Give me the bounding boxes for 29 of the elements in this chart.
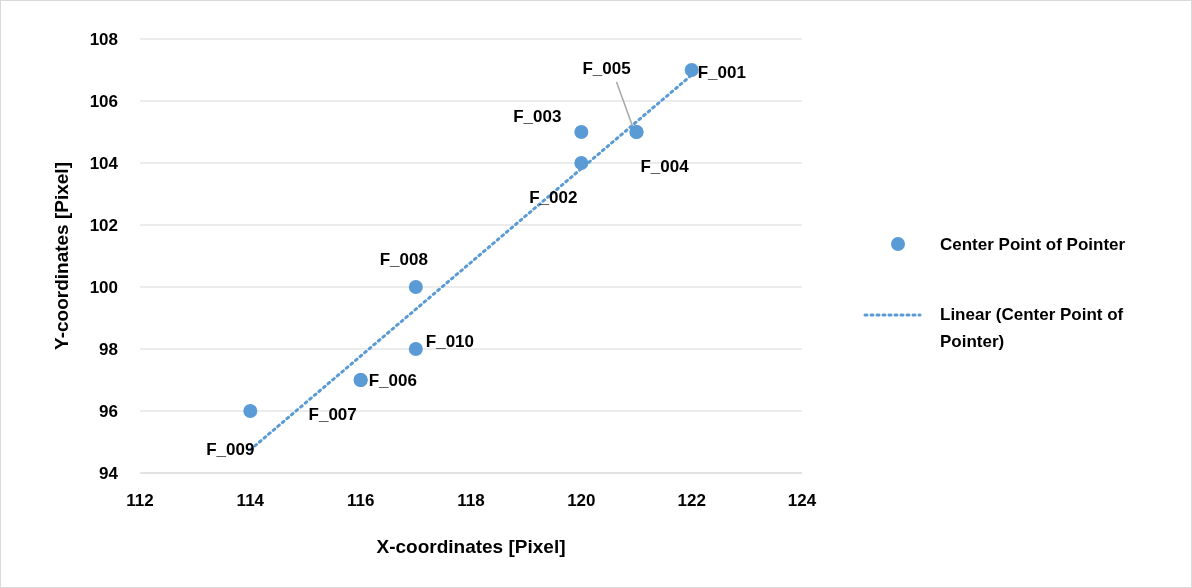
y-tick-label: 94 <box>99 464 119 483</box>
legend-label: Center Point of Pointer <box>940 235 1126 254</box>
annotation: F_002 <box>529 188 578 207</box>
y-tick-label: 102 <box>89 216 118 235</box>
y-tick-label: 100 <box>89 278 118 297</box>
annotation: F_009 <box>206 440 255 459</box>
x-tick-label: 120 <box>567 491 596 510</box>
y-tick-label: 108 <box>89 30 118 49</box>
annotation: F_007 <box>308 405 357 424</box>
y-axis-title: Y-coordinates [Pixel] <box>51 162 72 350</box>
annotation: F_001 <box>697 63 746 82</box>
x-tick-label: 122 <box>677 491 706 510</box>
y-tick-label: 96 <box>99 402 118 421</box>
x-tick-label: 114 <box>236 491 265 510</box>
x-tick-label: 116 <box>346 491 375 510</box>
x-tick-label: 118 <box>457 491 485 510</box>
x-tick-label: 112 <box>126 491 154 510</box>
y-tick-label: 104 <box>89 154 119 173</box>
annotation: F_004 <box>640 157 690 176</box>
annotation: F_005 <box>582 59 631 78</box>
annotation: F_010 <box>425 332 475 351</box>
legend-label: Linear (Center Point of Pointer) <box>940 305 1124 351</box>
annotation: F_006 <box>368 371 417 390</box>
y-tick-label: 106 <box>89 92 118 111</box>
x-axis-title: X-coordinates [Pixel] <box>376 536 566 557</box>
annotation: F_003 <box>513 107 562 126</box>
x-tick-label: 124 <box>787 491 817 510</box>
y-tick-label: 98 <box>99 340 118 359</box>
annotation: F_008 <box>379 250 428 269</box>
